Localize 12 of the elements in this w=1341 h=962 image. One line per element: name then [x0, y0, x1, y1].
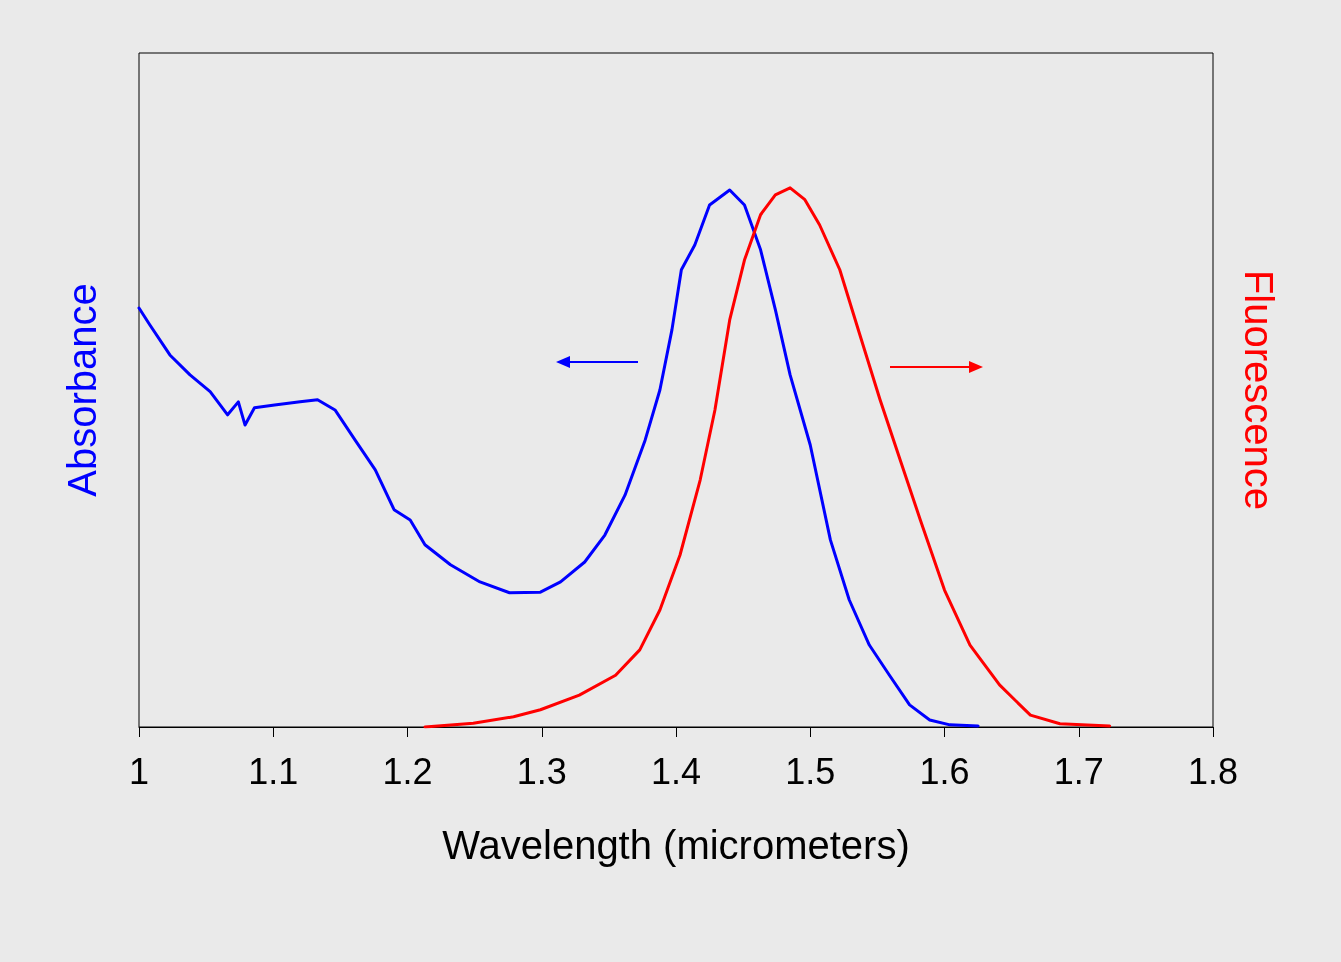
x-tick-label: 1.3 — [516, 750, 567, 792]
x-tick-label: 1.8 — [1187, 750, 1239, 792]
x-tick-label: 1.5 — [785, 750, 836, 792]
x-tick-label: 1.6 — [919, 750, 970, 792]
x-tick-label: 1.7 — [1053, 750, 1104, 792]
x-tick-label: 1.4 — [650, 750, 702, 792]
x-axis-title: Wavelength (micrometers) — [442, 823, 910, 867]
y2-axis-title: Fluorescence — [1237, 269, 1281, 511]
x-tick-label: 1 — [128, 750, 150, 792]
x-tick-label: 1.1 — [248, 750, 299, 792]
x-tick-label: 1.2 — [382, 750, 433, 792]
y-axis-title: Absorbance — [60, 283, 104, 497]
